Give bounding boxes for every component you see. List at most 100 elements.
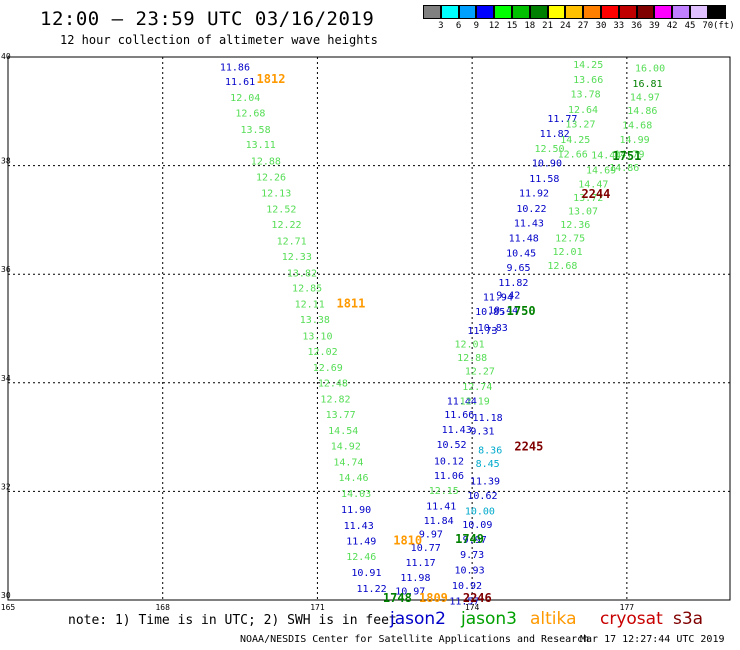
plot-frame: [7, 56, 731, 601]
satellite-label-s3a: s3a: [673, 609, 704, 629]
wave-height-label: 16.81: [632, 79, 662, 90]
legend-swatch: [707, 5, 726, 19]
wave-height-label: 12.11: [295, 299, 325, 310]
wave-height-label: 10.52: [436, 440, 466, 451]
legend-value-label: 45: [684, 21, 696, 31]
wave-height-label: 12.68: [235, 109, 265, 120]
wave-height-label: 11.18: [473, 413, 503, 424]
wave-height-label: 11.57: [449, 596, 479, 607]
legend-swatch: [654, 5, 673, 19]
legend-swatch: [547, 5, 566, 19]
wave-height-label: 12.13: [261, 189, 291, 200]
wave-height-label: 13.27: [565, 120, 595, 131]
wave-height-label: 14.03: [341, 489, 371, 500]
wave-height-label: 11.43: [442, 425, 472, 436]
wave-height-label: 11.06: [434, 471, 464, 482]
satellite-label-jason2: jason2: [390, 609, 446, 629]
wave-height-label: 11.94: [483, 292, 513, 303]
wave-height-label: 13.66: [573, 75, 603, 86]
wave-height-label: 12.33: [282, 252, 312, 263]
x-tick-label: 165: [1, 603, 16, 612]
legend-value-label: 70: [702, 21, 714, 31]
wave-height-label: 9.65: [507, 263, 531, 274]
legend-swatch: [601, 5, 619, 19]
pass-time-label: 2244: [581, 187, 610, 201]
satellite-label-altika: altika: [530, 609, 577, 629]
wave-height-label: 12.26: [256, 172, 286, 183]
wave-height-label: 12.36: [560, 220, 590, 231]
wave-height-label: 13.11: [246, 140, 276, 151]
wave-height-label: 10.00: [465, 507, 495, 518]
wave-height-label: 11.44: [447, 397, 477, 408]
wave-height-label: 12.04: [230, 93, 260, 104]
wave-height-label: 14.68: [622, 121, 652, 132]
wave-height-label: 12.85: [292, 284, 322, 295]
legend-value-label: 6: [455, 21, 462, 31]
pass-time-label: 2246: [463, 591, 492, 605]
x-tick-label: 177: [620, 603, 635, 612]
wave-height-label: 8.45: [476, 459, 500, 470]
wave-height-label: 12.01: [552, 247, 582, 258]
wave-height-label: 12.22: [271, 220, 301, 231]
wave-height-label: 11.77: [547, 114, 577, 125]
legend-swatch: [618, 5, 637, 19]
wave-height-label: 12.19: [460, 397, 490, 408]
wave-height-label: 12.88: [457, 353, 487, 364]
wave-height-label: 9.73: [460, 550, 484, 561]
wave-height-label: 11.98: [400, 573, 430, 584]
pass-time-label: 1748: [383, 591, 412, 605]
wave-height-label: 10.93: [455, 565, 485, 576]
wave-height-label: 11.43: [514, 218, 544, 229]
wave-height-label: 14.74: [333, 457, 363, 468]
y-tick-label: 32: [1, 482, 11, 491]
wave-height-label: 11.58: [529, 174, 559, 185]
wave-height-label: 10.90: [532, 159, 562, 170]
x-tick-label: 174: [465, 603, 480, 612]
wave-height-label: 12.46: [346, 552, 376, 563]
legend-swatch: [672, 5, 690, 19]
wave-height-label: 11.22: [357, 584, 387, 595]
wave-height-label: 10.85: [475, 307, 505, 318]
legend-value-label: 27: [577, 21, 589, 31]
legend-value-label: 39: [648, 21, 660, 31]
legend-swatch: [583, 5, 601, 19]
wave-height-label: 14.86: [627, 106, 657, 117]
wave-height-label: 12.68: [547, 261, 577, 272]
wave-height-label: 12.74: [462, 382, 492, 393]
wave-height-label: 9.97: [463, 535, 487, 546]
wave-height-label: 12.64: [568, 105, 598, 116]
wave-height-label: 11.82: [540, 129, 570, 140]
wave-height-label: 14.92: [331, 442, 361, 453]
wave-height-label: 9.31: [470, 426, 494, 437]
x-tick-label: 171: [310, 603, 325, 612]
wave-height-label: 16.00: [635, 64, 665, 75]
wave-height-label: 14.25: [560, 135, 590, 146]
footer-timestamp: Mar 17 12:27:44 UTC 2019: [580, 634, 725, 645]
legend-swatch: [565, 5, 584, 19]
wave-height-label: 11.39: [470, 476, 500, 487]
wave-height-label: 14.54: [328, 426, 358, 437]
wave-height-label: 14.25: [573, 60, 603, 71]
satellite-label-jason3: jason3: [461, 609, 517, 629]
pass-time-label: 1810: [393, 534, 422, 548]
legend-swatch: [423, 5, 441, 19]
wave-height-label: 11.73: [467, 326, 497, 337]
wave-height-label: 11.82: [498, 278, 528, 289]
pass-time-label: 2245: [514, 440, 543, 454]
chart-subtitle: 12 hour collection of altimeter wave hei…: [60, 33, 378, 47]
pass-time-label: 1811: [336, 296, 365, 310]
wave-height-label: 12.71: [277, 236, 307, 247]
pass-time-label: 1751: [612, 149, 641, 163]
wave-height-label: 13.82: [287, 268, 317, 279]
wave-height-label: 10.45: [506, 248, 536, 259]
wave-height-label: 12.50: [534, 144, 564, 155]
wave-height-label: 11.66: [444, 410, 474, 421]
legend-swatch: [529, 5, 548, 19]
wave-height-label: 14.86: [609, 163, 639, 174]
wave-height-label: 12.88: [251, 157, 281, 168]
x-tick-label: 168: [155, 603, 170, 612]
wave-height-label: 8.36: [478, 445, 502, 456]
wave-height-label: 10.97: [395, 587, 425, 598]
wave-height-label: 11.90: [341, 505, 371, 516]
